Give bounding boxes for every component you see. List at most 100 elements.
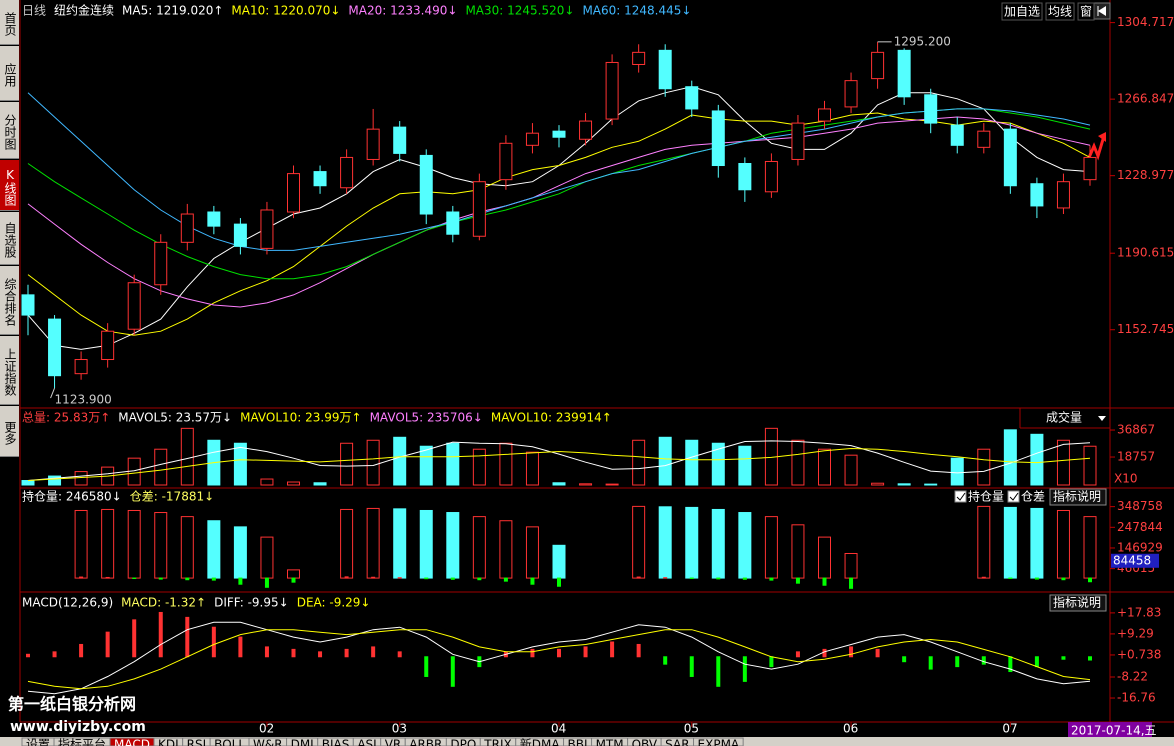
bar [742, 577, 747, 580]
bar [344, 648, 349, 658]
bar [499, 520, 513, 579]
bar [1034, 656, 1039, 668]
panel-frames [19, 0, 1174, 723]
sidebar-tab[interactable]: 综合排名 [0, 266, 19, 335]
bar [849, 577, 854, 589]
bar [610, 641, 615, 658]
tab[interactable]: DPO [450, 738, 476, 746]
header-text: MA30: 1245.520↓ [465, 4, 574, 18]
tab[interactable]: 设置 [26, 738, 50, 746]
sidebar-tab[interactable]: 自选股 [0, 212, 19, 265]
button-frame[interactable] [1049, 488, 1107, 506]
sidebar: 首页 应用 分时图 K线图 自选股 综合排名 上证指数 更多 [0, 0, 20, 460]
tab[interactable]: BBI [568, 738, 588, 746]
tab[interactable]: W&R [253, 738, 283, 746]
bar [579, 483, 593, 486]
sidebar-tab[interactable]: 上证指数 [0, 336, 19, 405]
tab-bg[interactable] [693, 737, 744, 746]
bar [875, 648, 880, 658]
legend-check[interactable] [956, 492, 966, 501]
bar [185, 616, 190, 658]
toolbar-button[interactable]: 均线 [1048, 5, 1072, 19]
bar [977, 505, 991, 579]
tab[interactable]: DMI [291, 738, 314, 746]
bar [557, 577, 561, 587]
bar [424, 577, 429, 580]
candle-body [977, 130, 991, 148]
tab[interactable]: SAR [665, 738, 689, 746]
tab[interactable]: 新DMA [520, 737, 561, 746]
bar [924, 483, 938, 486]
toolbar-button[interactable]: 加自选 [1004, 5, 1040, 19]
toolbar-button[interactable]: 窗 [1080, 5, 1092, 19]
header-text: 日线 [22, 4, 46, 18]
candle-body [1030, 183, 1044, 207]
sidebar-tab[interactable]: 应用 [0, 46, 19, 101]
bar [472, 448, 486, 486]
tab[interactable]: BIAS [322, 738, 350, 746]
legend-checkbox[interactable] [954, 490, 967, 503]
button-frame[interactable] [1049, 594, 1107, 612]
toolbar-frame[interactable] [1077, 2, 1095, 21]
tab[interactable]: EXPMA [698, 738, 740, 746]
bar [822, 648, 827, 658]
sidebar-tab[interactable]: 更多 [0, 406, 19, 457]
bar [260, 478, 274, 486]
tab[interactable]: ARBR [409, 738, 442, 746]
candle-body [313, 171, 327, 187]
tab[interactable]: KDJ [158, 738, 179, 746]
bar [769, 577, 774, 581]
candle-body [552, 130, 566, 138]
bar [366, 507, 380, 579]
tab[interactable]: ASI [357, 738, 376, 746]
candle-body [499, 142, 513, 181]
bar [211, 577, 216, 581]
bar [530, 577, 535, 585]
toolbar-frame[interactable] [1001, 2, 1043, 21]
indicator-help-button[interactable]: 指标说明 [1053, 595, 1101, 610]
y-tick-label: 1152.745 [1117, 322, 1174, 336]
bar [419, 509, 433, 579]
sidebar-tab[interactable]: 首页 [0, 0, 19, 45]
tab[interactable]: BOLL [214, 738, 245, 746]
toolbar-back[interactable] [1093, 2, 1111, 20]
legend-checkbox[interactable] [1007, 490, 1020, 503]
tab[interactable]: 指标平台 [58, 737, 106, 746]
candle-body [366, 128, 380, 160]
bar [716, 656, 721, 687]
bar [583, 646, 588, 658]
legend-entry[interactable]: 仓差 [1021, 490, 1045, 504]
tab[interactable]: RSI [187, 738, 207, 746]
sidebar-tab[interactable]: K线图 [0, 160, 19, 211]
bar [1030, 433, 1044, 486]
bar [340, 442, 354, 486]
bar [764, 516, 778, 579]
bar [344, 576, 349, 579]
header-text: MA5: 1219.020↑ [122, 4, 223, 18]
tab[interactable]: OBV [632, 738, 658, 746]
dropdown-label[interactable]: 成交量 [1046, 410, 1082, 425]
x-tick-label: 04 [551, 722, 566, 736]
sidebar-tab[interactable]: 分时图 [0, 102, 19, 159]
candle-body [818, 108, 831, 122]
dropdown-arrow[interactable] [1098, 416, 1106, 421]
toolbar-frame[interactable] [1045, 2, 1075, 21]
tab[interactable]: MTM [596, 738, 624, 746]
indicator-help-button[interactable]: 指标说明 [1053, 489, 1101, 504]
candle-body [101, 330, 115, 361]
bar [818, 448, 831, 486]
bar [287, 481, 300, 486]
legend-check[interactable] [1009, 492, 1019, 501]
candle-body [738, 163, 752, 191]
bar [207, 520, 221, 579]
tab[interactable]: VR [385, 738, 402, 746]
legend-entry[interactable]: 持仓量 [968, 489, 1004, 504]
candle-body [127, 282, 141, 330]
high-annotation: 1295.200 [894, 34, 951, 48]
tab[interactable]: MACD [114, 738, 150, 746]
bar [849, 646, 854, 658]
tab[interactable]: TRIX [483, 738, 511, 746]
bar [74, 471, 88, 486]
bar [791, 439, 805, 486]
